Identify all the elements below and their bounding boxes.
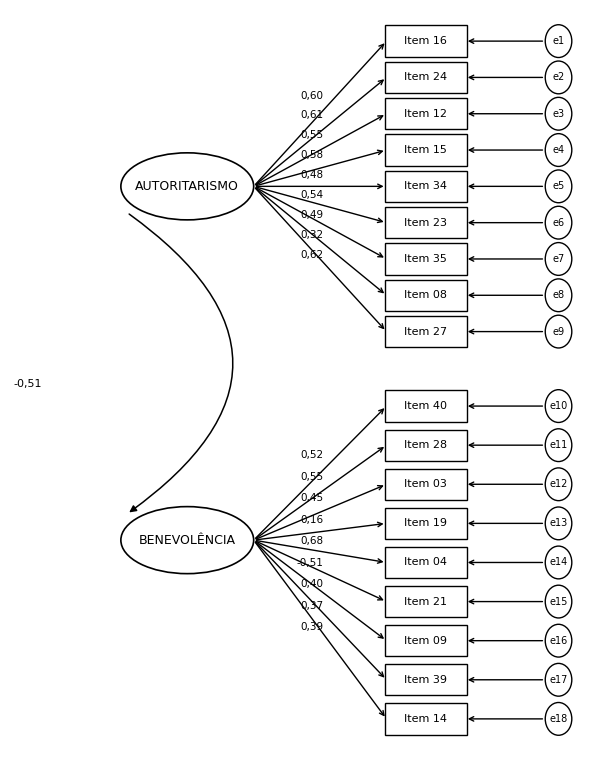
Circle shape [545,242,572,275]
Text: 0,52: 0,52 [301,451,323,461]
Text: 0,39: 0,39 [301,622,323,632]
Circle shape [545,624,572,657]
Ellipse shape [121,153,254,220]
FancyBboxPatch shape [384,280,467,311]
FancyBboxPatch shape [384,508,467,539]
Circle shape [545,25,572,58]
Text: e3: e3 [553,109,565,119]
Text: Item 40: Item 40 [404,401,447,411]
Circle shape [545,279,572,312]
Text: 0,58: 0,58 [301,150,323,160]
Circle shape [545,315,572,348]
Text: AUTORITARISMO: AUTORITARISMO [136,180,239,193]
Text: Item 27: Item 27 [404,327,447,337]
Text: e16: e16 [549,635,568,646]
FancyBboxPatch shape [384,391,467,422]
Text: 0,55: 0,55 [301,472,323,482]
Circle shape [545,61,572,93]
FancyBboxPatch shape [384,135,467,166]
Text: Item 08: Item 08 [404,290,447,300]
Text: 0,32: 0,32 [301,230,323,240]
Circle shape [545,507,572,540]
Text: e4: e4 [553,145,565,155]
FancyBboxPatch shape [384,547,467,578]
FancyBboxPatch shape [384,62,467,93]
FancyBboxPatch shape [384,207,467,239]
Circle shape [545,429,572,461]
Text: e5: e5 [553,182,565,192]
Text: Item 15: Item 15 [404,145,447,155]
Text: Item 04: Item 04 [404,558,447,568]
Circle shape [545,97,572,130]
Text: e9: e9 [553,327,565,337]
Circle shape [545,585,572,618]
Text: e8: e8 [553,290,565,300]
FancyBboxPatch shape [384,243,467,274]
FancyBboxPatch shape [384,429,467,461]
FancyBboxPatch shape [384,664,467,695]
Text: Item 12: Item 12 [404,109,447,119]
Circle shape [545,206,572,239]
Circle shape [545,663,572,696]
Circle shape [545,702,572,735]
FancyBboxPatch shape [384,586,467,617]
Text: -0,51: -0,51 [14,378,42,388]
Circle shape [545,468,572,501]
Text: Item 39: Item 39 [404,675,447,685]
Circle shape [545,390,572,423]
Text: Item 19: Item 19 [404,518,447,528]
Text: Item 23: Item 23 [404,217,447,228]
Text: e15: e15 [549,597,568,606]
Text: 0,61: 0,61 [301,110,323,121]
Text: e14: e14 [549,558,568,568]
Text: 0,45: 0,45 [301,493,323,503]
FancyBboxPatch shape [384,469,467,500]
Text: Item 21: Item 21 [404,597,447,606]
FancyBboxPatch shape [384,703,467,734]
Text: e18: e18 [549,714,568,724]
Ellipse shape [121,507,254,574]
Text: e7: e7 [553,254,565,264]
Text: e2: e2 [553,72,565,82]
FancyBboxPatch shape [384,26,467,57]
Text: Item 34: Item 34 [404,182,447,192]
Text: Item 24: Item 24 [404,72,447,82]
Circle shape [545,170,572,203]
FancyBboxPatch shape [384,316,467,347]
Circle shape [545,546,572,579]
Text: 0,16: 0,16 [301,515,323,525]
Text: 0,40: 0,40 [301,579,323,590]
Text: 0,37: 0,37 [301,601,323,611]
Text: Item 28: Item 28 [404,440,447,450]
FancyBboxPatch shape [384,625,467,657]
Text: 0,48: 0,48 [301,170,323,180]
Text: e17: e17 [549,675,568,685]
Text: Item 03: Item 03 [404,480,447,489]
Text: 0,62: 0,62 [301,250,323,260]
Text: e11: e11 [549,440,568,450]
Text: 0,68: 0,68 [301,537,323,546]
Text: e13: e13 [549,518,568,528]
Text: e6: e6 [553,217,565,228]
Text: e10: e10 [549,401,568,411]
Text: Item 09: Item 09 [404,635,447,646]
Text: e12: e12 [549,480,568,489]
Text: BENEVOLÊNCIA: BENEVOLÊNCIA [139,534,236,546]
FancyArrowPatch shape [129,214,233,511]
Text: 0,55: 0,55 [301,131,323,141]
Text: Item 35: Item 35 [404,254,447,264]
Text: e1: e1 [553,36,565,46]
Text: -0,51: -0,51 [297,558,323,568]
Text: 0,60: 0,60 [301,90,323,100]
Circle shape [545,134,572,166]
Text: Item 14: Item 14 [404,714,447,724]
Text: 0,49: 0,49 [301,211,323,220]
FancyBboxPatch shape [384,171,467,202]
Text: 0,54: 0,54 [301,190,323,201]
Text: Item 16: Item 16 [404,36,447,46]
FancyBboxPatch shape [384,98,467,129]
